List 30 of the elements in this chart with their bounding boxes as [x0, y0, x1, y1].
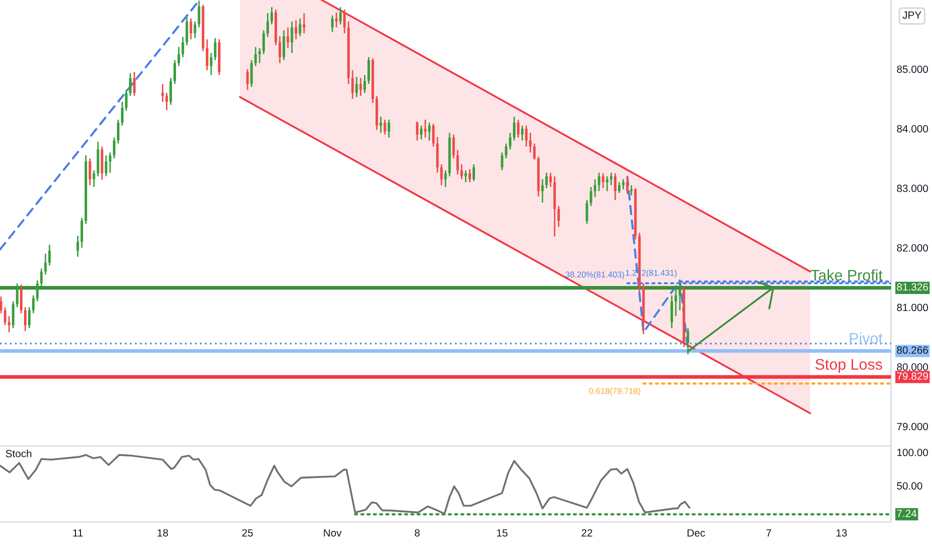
data-label: 79.829: [897, 372, 928, 380]
x-tick-label: 15: [497, 529, 508, 537]
y-tick-label: 79.000: [897, 422, 928, 430]
x-tick-label: 18: [158, 529, 168, 537]
y-tick-label: 84.000: [897, 125, 928, 132]
series-label: Pivot: [850, 332, 883, 344]
data-label: 7.24: [897, 510, 917, 517]
data-label: 81.326: [897, 283, 928, 291]
x-tick-label: Nov: [324, 529, 342, 537]
y-tick-label: 81.000: [897, 304, 928, 312]
x-tick-label: 25: [242, 529, 253, 537]
y-tick-label: 100.00: [897, 448, 928, 456]
data-label: 80.266: [897, 346, 928, 354]
series-label: 0.618(79.718): [589, 388, 640, 396]
y-tick-label: 85.000: [897, 66, 928, 73]
series-label: Stop Loss: [815, 358, 882, 373]
y-tick-label: 82.000: [897, 244, 928, 252]
x-tick-label: 11: [73, 529, 83, 536]
series-label: 38.20%(81.403): [566, 271, 624, 280]
series-label: Take Profit: [810, 269, 883, 281]
y-tick-label: 83.000: [897, 184, 928, 192]
y-tick-label: 50.00: [896, 482, 922, 490]
x-tick-label: 8: [414, 529, 420, 537]
y-axis-title: JPY: [902, 12, 922, 19]
y-tick-label: 80.000: [897, 363, 928, 371]
chart-title: Stoch: [6, 450, 32, 458]
x-tick-label: 7: [766, 529, 772, 536]
x-tick-label: Dec: [688, 529, 706, 537]
x-tick-label: 22: [582, 529, 592, 536]
x-tick-label: 13: [836, 529, 847, 537]
